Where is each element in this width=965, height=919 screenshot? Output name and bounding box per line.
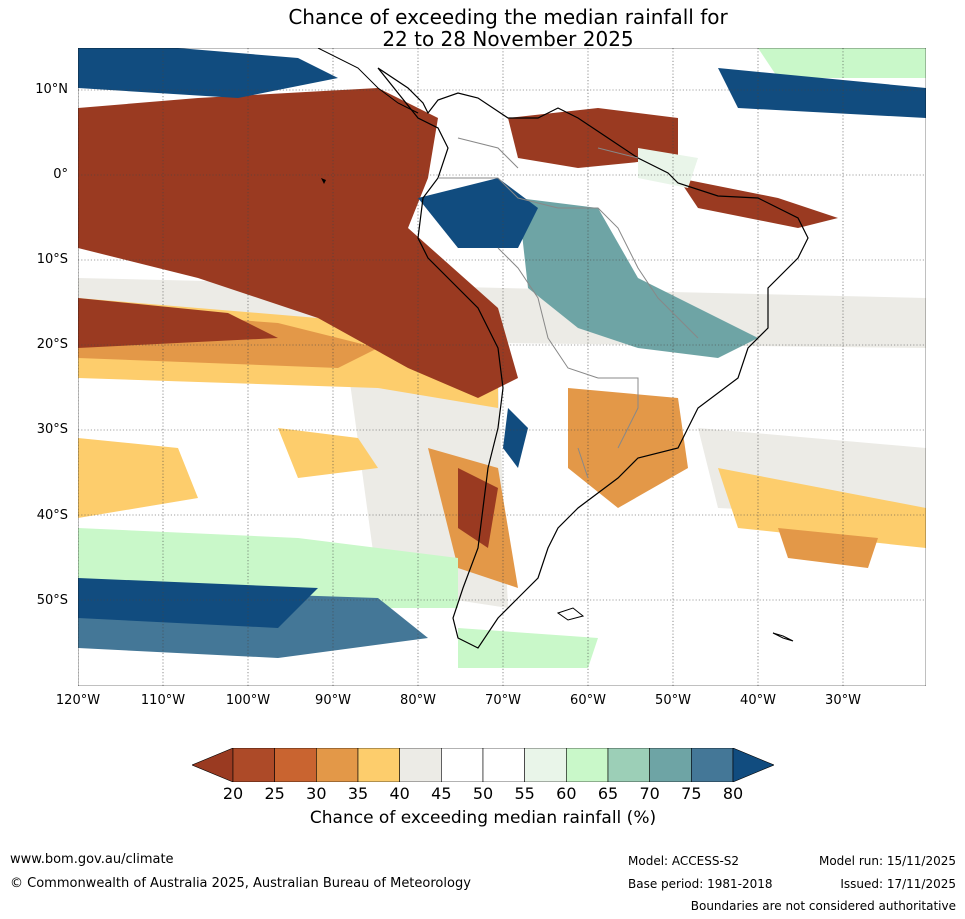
colorbar-tick-label: 45 (431, 784, 452, 803)
colorbar-cell (607, 748, 650, 782)
colorbar-cell (399, 748, 442, 782)
coastline-central-america (317, 48, 419, 114)
shade-65 (758, 48, 926, 78)
colorbar-tick-label: 65 (597, 784, 619, 803)
shade-80 (78, 578, 318, 628)
shade-20 (678, 178, 838, 228)
shade-80 (78, 48, 338, 98)
colorbar-cell (441, 748, 484, 782)
colorbar-tick-label: 55 (514, 784, 535, 803)
colorbar-cell (274, 748, 317, 782)
shade-30 (568, 388, 688, 508)
lon-label-100w: 100°W (225, 693, 271, 708)
colorbar-cell (357, 748, 400, 782)
shade-80 (503, 408, 528, 468)
lat-label-50s: 50°S (36, 593, 68, 608)
lon-label-60w: 60°W (570, 693, 606, 708)
colorbar-tick-label: 50 (472, 784, 494, 803)
footer-issued: Issued: 17/11/2025 (840, 877, 956, 891)
lon-label-110w: 110°W (140, 693, 186, 708)
colorbar-cell (482, 748, 525, 782)
lon-label-120w: 120°W (55, 693, 101, 708)
colorbar-tick-label: 70 (639, 784, 660, 803)
lat-label-30s: 30°S (36, 422, 68, 437)
lat-label-10s: 10°S (36, 252, 68, 267)
colorbar-tick-label: 30 (306, 784, 327, 803)
colorbar-cell (316, 748, 359, 782)
colorbar-tick-label: 60 (556, 784, 577, 803)
shade-20 (458, 468, 498, 548)
lat-label-40s: 40°S (36, 508, 68, 523)
footer-base-period: Base period: 1981-2018 (628, 877, 773, 891)
map-title-line-1: Chance of exceeding the median rainfall … (288, 5, 728, 29)
footer-model: Model: ACCESS-S2 (628, 854, 740, 868)
colorbar-cell (649, 748, 692, 782)
shade-70 (518, 198, 758, 358)
colorbar-tick-label: 35 (347, 784, 369, 803)
shade-60 (638, 148, 698, 188)
shade-30 (778, 528, 878, 568)
colorbar-label: Chance of exceeding median rainfall (%) (309, 808, 657, 828)
galapagos (321, 178, 326, 184)
lat-label-0: 0° (53, 167, 68, 182)
lon-label-40w: 40°W (740, 693, 776, 708)
colorbar-extend-low (192, 748, 234, 782)
lon-label-30w: 30°W (825, 693, 861, 708)
map-title-line-2: 22 to 28 November 2025 (382, 27, 634, 51)
shade-35 (78, 438, 198, 518)
footer-boundaries-note: Boundaries are not considered authoritat… (690, 899, 956, 913)
colorbar-tick-label: 80 (722, 784, 744, 803)
lon-label-70w: 70°W (485, 693, 521, 708)
lon-label-50w: 50°W (655, 693, 691, 708)
shade-35 (278, 428, 378, 478)
colorbar-tick-label: 75 (681, 784, 702, 803)
footer-model-run: Model run: 15/11/2025 (818, 854, 956, 868)
colorbar-cell (232, 748, 275, 782)
colorbar (192, 748, 774, 782)
colorbar-tick-label: 20 (222, 784, 244, 803)
shade-35 (718, 468, 926, 548)
graticule (78, 48, 926, 686)
colorbar-cell (566, 748, 609, 782)
colorbar-tick-label: 25 (264, 784, 285, 803)
lon-label-80w: 80°W (400, 693, 436, 708)
south-georgia (772, 632, 794, 642)
shade-20 (78, 298, 278, 348)
lat-label-10n: 10°N (35, 82, 68, 97)
shade-20 (508, 108, 678, 168)
shade-65 (458, 628, 598, 668)
colorbar-tick-label: 40 (389, 784, 410, 803)
country-borders (438, 137, 699, 479)
footer-url: www.bom.gov.au/climate (10, 852, 174, 867)
lat-label-20s: 20°S (36, 337, 68, 352)
footer-copyright: © Commonwealth of Australia 2025, Austra… (10, 876, 471, 891)
colorbar-cell (691, 748, 734, 782)
colorbar-extend-high (732, 748, 774, 782)
colorbar-cell (524, 748, 567, 782)
rainfall-probability-map (78, 48, 926, 686)
rainfall-shading (78, 48, 926, 668)
lon-label-90w: 90°W (315, 693, 351, 708)
coastline-south-america (377, 67, 809, 649)
falkland-islands (556, 607, 585, 621)
shade-80 (418, 178, 538, 248)
shade-20 (78, 88, 518, 398)
shade-80 (718, 68, 926, 118)
